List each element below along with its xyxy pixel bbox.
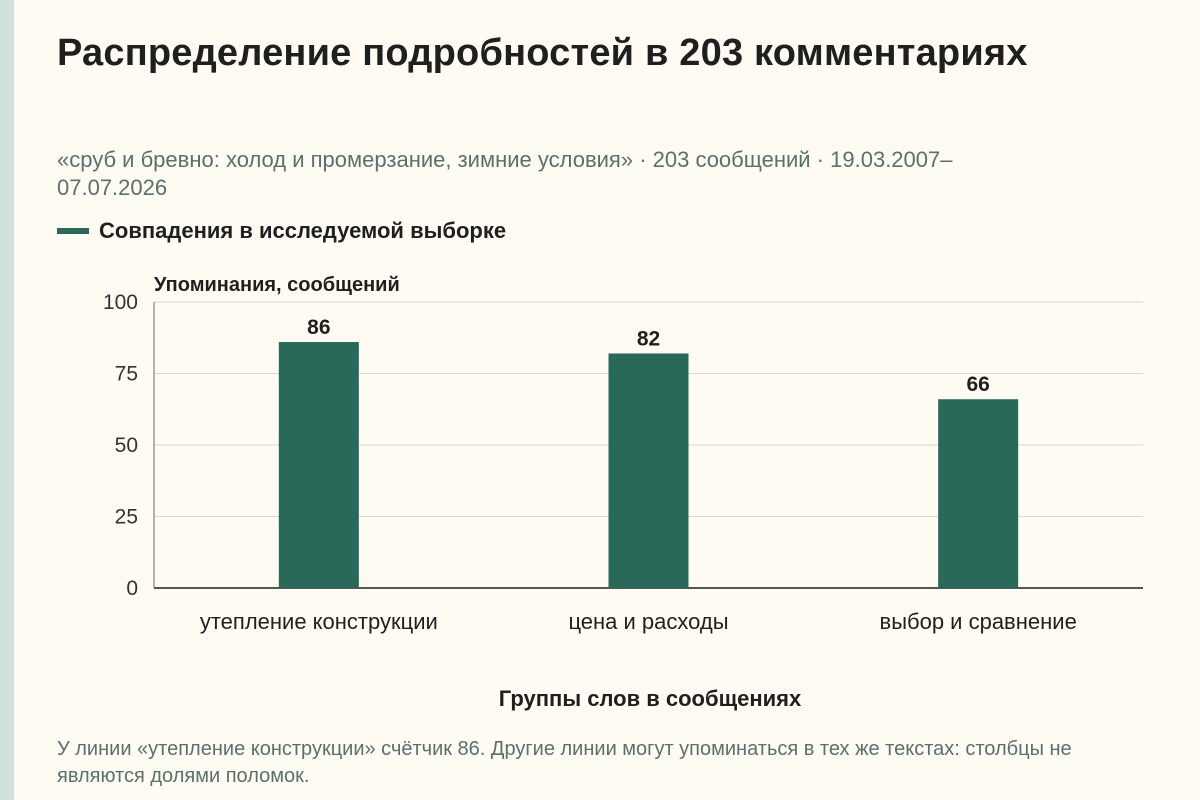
legend: Совпадения в исследуемой выборке <box>57 218 506 244</box>
x-tick-label: утепление конструкции <box>200 609 438 634</box>
bar <box>938 399 1019 588</box>
bar-chart: Упоминания, сообщений 0 25 50 75 100 86 утеплен… <box>103 274 1143 634</box>
bar-value-label: 86 <box>307 316 330 339</box>
y-tick-label: 75 <box>115 363 138 386</box>
y-tick-label: 0 <box>126 577 138 600</box>
y-tick-label: 50 <box>115 434 138 457</box>
legend-label: Совпадения в исследуемой выборке <box>99 218 507 243</box>
x-tick-label: цена и расходы <box>568 609 728 634</box>
y-tick-label: 25 <box>115 506 138 529</box>
chart-title: Распределение подробностей в 203 коммент… <box>57 32 1028 74</box>
accent-stripe <box>0 0 14 800</box>
x-axis-title: Группы слов в сообщениях <box>498 686 802 711</box>
bar <box>278 342 359 588</box>
y-axis-title: Упоминания, сообщений <box>154 274 400 296</box>
x-tick-label: выбор и сравнение <box>880 609 1077 634</box>
bar-value-label: 82 <box>637 327 660 350</box>
chart-subtitle: «сруб и бревно: холод и промерзание, зим… <box>57 147 953 200</box>
legend-swatch <box>57 228 89 234</box>
bar-value-label: 66 <box>966 373 989 396</box>
bar <box>608 353 689 588</box>
y-tick-label: 100 <box>103 291 138 314</box>
footnote: У линии «утепление конструкции» счётчик … <box>57 738 1072 787</box>
